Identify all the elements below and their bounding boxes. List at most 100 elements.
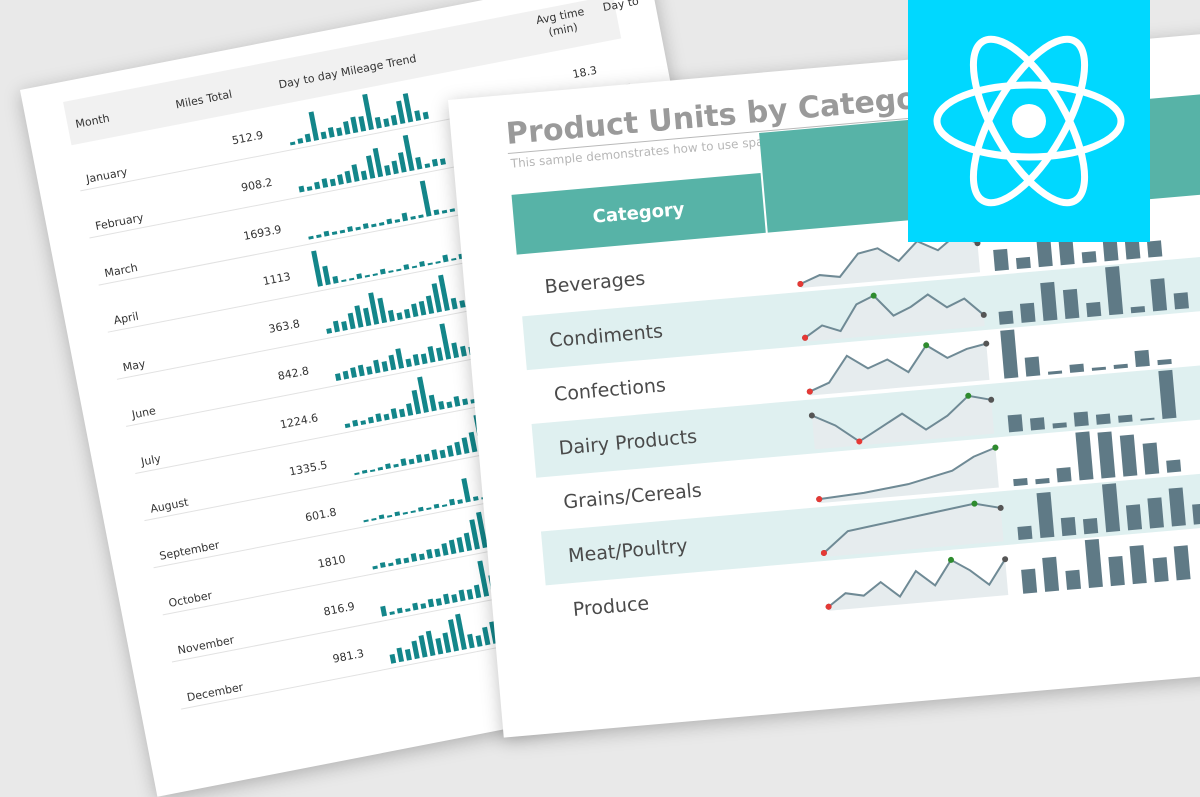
mileage-bar xyxy=(374,116,382,129)
mileage-bar xyxy=(298,185,305,193)
mileage-bar xyxy=(386,218,393,225)
mileage-bar xyxy=(394,511,401,517)
column-bar xyxy=(1105,266,1124,316)
mileage-bar xyxy=(418,553,425,561)
min-marker xyxy=(856,438,863,445)
mileage-bar xyxy=(435,637,444,655)
mileage-bar xyxy=(377,466,384,471)
sparkline-area xyxy=(828,559,1009,611)
miles-total-cell: 981.3 xyxy=(331,646,366,666)
miles-total-cell: 1335.5 xyxy=(288,458,329,479)
min-marker xyxy=(825,603,832,610)
mileage-bar xyxy=(342,370,350,380)
column-bar xyxy=(1069,363,1085,373)
mileage-bar xyxy=(387,309,395,322)
category-column-header: Category xyxy=(511,173,766,255)
sparkline-line xyxy=(804,293,985,339)
column-bar xyxy=(1152,557,1169,583)
column-bar xyxy=(1040,281,1058,321)
column-bar xyxy=(1073,411,1089,427)
miles-total-cell: 842.8 xyxy=(276,364,311,383)
column-bar xyxy=(1097,431,1116,479)
mileage-bar xyxy=(316,234,322,239)
mileage-bar xyxy=(418,300,427,316)
mileage-bar xyxy=(388,270,394,274)
last-marker xyxy=(1002,556,1009,563)
column-bar xyxy=(1125,504,1143,531)
mileage-bar xyxy=(419,180,432,217)
mileage-bar xyxy=(378,221,385,226)
category-line-sparkline xyxy=(825,556,1009,611)
sparkline-line xyxy=(823,502,1001,554)
mileage-bar xyxy=(297,138,304,144)
mileage-bar xyxy=(401,212,409,222)
mileage-bar xyxy=(420,603,427,609)
mileage-bar xyxy=(372,565,378,570)
mileage-bar xyxy=(304,133,312,143)
mileage-bar xyxy=(431,158,439,167)
mileage-bar xyxy=(443,593,450,605)
miles-total-cell: 1224.6 xyxy=(278,411,320,432)
column-bar xyxy=(1192,503,1200,525)
mileage-bar xyxy=(412,353,420,366)
avg-time-cell: 18.3 xyxy=(571,63,599,82)
column-bar xyxy=(1129,545,1147,585)
mileage-bar xyxy=(461,437,470,454)
month-cell: December xyxy=(185,680,245,705)
mileage-bar xyxy=(371,517,377,521)
mileage-bar xyxy=(439,449,446,459)
min-marker xyxy=(816,496,823,503)
mileage-bar xyxy=(364,274,371,278)
miles-total-cell: 363.8 xyxy=(267,317,301,336)
column-bar xyxy=(1113,363,1128,369)
mileage-bar xyxy=(396,607,403,614)
mileage-bar xyxy=(435,598,443,606)
mileage-bar xyxy=(383,413,390,421)
column-bar xyxy=(1042,556,1060,592)
miles-total-cell: 1693.9 xyxy=(242,222,283,243)
mileage-bar xyxy=(379,268,386,275)
category-label: Confections xyxy=(553,374,667,406)
mileage-bar xyxy=(332,275,339,284)
miles-total-cell: 1113 xyxy=(261,269,292,289)
mileage-bar xyxy=(388,562,394,567)
column-bar xyxy=(1056,467,1072,483)
column-bar xyxy=(1060,516,1077,537)
last-marker xyxy=(980,311,987,318)
miles-total-cell: 908.2 xyxy=(240,175,274,195)
mileage-bar xyxy=(343,120,351,135)
mileage-bar xyxy=(458,589,466,602)
mileage-bar xyxy=(442,254,449,263)
mileage-bar xyxy=(461,477,471,503)
column-bar xyxy=(1134,349,1150,368)
mileage-bar xyxy=(363,307,372,327)
mileage-bar xyxy=(411,640,420,660)
mileage-bar xyxy=(441,504,448,508)
mileage-bar xyxy=(390,408,398,419)
mileage-bar xyxy=(449,208,456,213)
react-atom-icon xyxy=(933,35,1125,207)
month-cell: April xyxy=(112,309,140,328)
column-bar xyxy=(1108,555,1125,587)
sparkline-line xyxy=(799,233,978,285)
column-bar xyxy=(1150,278,1168,312)
mileage-bar xyxy=(427,262,433,266)
mileage-bar xyxy=(463,532,473,552)
category-line-sparkline xyxy=(806,340,990,396)
mileage-bar xyxy=(336,127,343,137)
mileage-bar xyxy=(355,226,361,231)
sparkline-line xyxy=(809,342,987,393)
mileage-bar xyxy=(472,496,479,501)
mileage-bar xyxy=(381,361,389,372)
column-bar xyxy=(1157,358,1172,366)
mileage-bar xyxy=(344,170,352,184)
mileage-bar xyxy=(433,209,440,216)
mileage-bar xyxy=(337,174,344,185)
mileage-bar xyxy=(358,115,367,132)
mileage-bar xyxy=(403,308,411,319)
mileage-bar xyxy=(451,594,458,603)
column-bar xyxy=(1091,366,1107,371)
mileage-bar xyxy=(391,160,399,175)
mileage-bar xyxy=(414,110,422,121)
mileage-bar xyxy=(350,367,357,378)
